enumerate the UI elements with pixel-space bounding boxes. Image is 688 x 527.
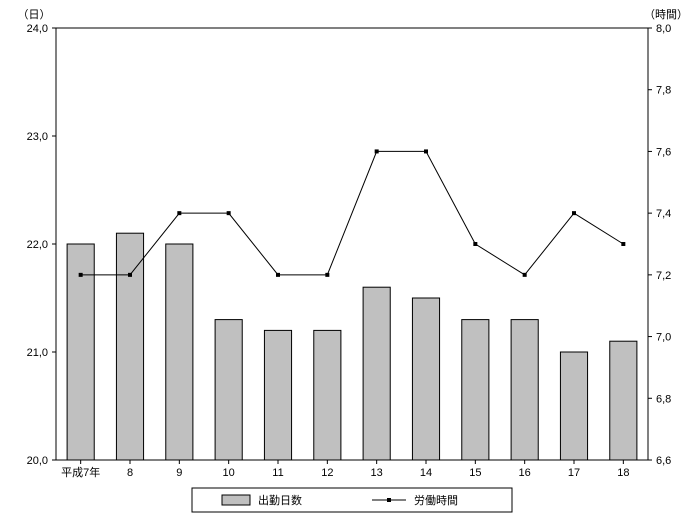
- svg-text:24,0: 24,0: [27, 23, 48, 35]
- bar: [462, 320, 489, 460]
- bar: [412, 298, 439, 460]
- svg-text:9: 9: [176, 467, 182, 479]
- line-marker: [79, 273, 83, 277]
- svg-text:22,0: 22,0: [27, 239, 48, 251]
- line-series: [81, 151, 624, 274]
- bar: [215, 320, 242, 460]
- line-marker: [128, 273, 132, 277]
- bar: [166, 244, 193, 460]
- line-marker: [325, 273, 329, 277]
- line-marker: [276, 273, 280, 277]
- svg-text:6,6: 6,6: [656, 455, 671, 467]
- svg-text:平成7年: 平成7年: [61, 465, 100, 479]
- svg-text:16: 16: [519, 467, 531, 479]
- svg-text:21,0: 21,0: [27, 347, 48, 359]
- svg-text:7,6: 7,6: [656, 146, 671, 158]
- bar: [511, 320, 538, 460]
- svg-text:14: 14: [420, 467, 432, 479]
- bar: [116, 233, 143, 460]
- svg-text:15: 15: [469, 467, 481, 479]
- chart-svg: 20,0 21,0 22,0 23,0 24,0 6,6 6,8 7,0 7,2 7,4 7,6 7,…: [0, 0, 688, 527]
- line-marker: [375, 149, 379, 153]
- line-marker: [621, 242, 625, 246]
- svg-text:7,8: 7,8: [656, 85, 671, 97]
- svg-text:8: 8: [127, 467, 133, 479]
- svg-text:8,0: 8,0: [656, 23, 671, 35]
- svg-text:17: 17: [568, 467, 580, 479]
- svg-text:11: 11: [272, 467, 283, 479]
- bar: [264, 330, 291, 460]
- svg-text:7,2: 7,2: [656, 270, 671, 282]
- bar: [314, 330, 341, 460]
- line-marker: [473, 242, 477, 246]
- bar: [363, 287, 390, 460]
- svg-text:20,0: 20,0: [27, 455, 48, 467]
- line-marker: [177, 211, 181, 215]
- line-marker: [572, 211, 576, 215]
- legend-bars-label: 出勤日数: [258, 493, 302, 507]
- bar: [610, 341, 637, 460]
- line-marker: [227, 211, 231, 215]
- svg-text:6,8: 6,8: [656, 393, 671, 405]
- svg-text:7,4: 7,4: [656, 208, 671, 220]
- svg-text:（日）: （日）: [18, 8, 51, 21]
- svg-text:12: 12: [321, 467, 333, 479]
- legend-line-label: 労働時間: [414, 493, 458, 507]
- svg-text:18: 18: [617, 467, 629, 479]
- svg-text:（時間）: （時間）: [644, 8, 688, 21]
- svg-text:23,0: 23,0: [27, 131, 48, 143]
- svg-text:13: 13: [371, 467, 383, 479]
- svg-text:10: 10: [223, 467, 235, 479]
- line-marker: [523, 273, 527, 277]
- bar: [560, 352, 587, 460]
- line-marker: [424, 149, 428, 153]
- svg-text:7,0: 7,0: [656, 332, 671, 344]
- chart-container: 20,0 21,0 22,0 23,0 24,0 6,6 6,8 7,0 7,2 7,4 7,6 7,…: [0, 0, 688, 527]
